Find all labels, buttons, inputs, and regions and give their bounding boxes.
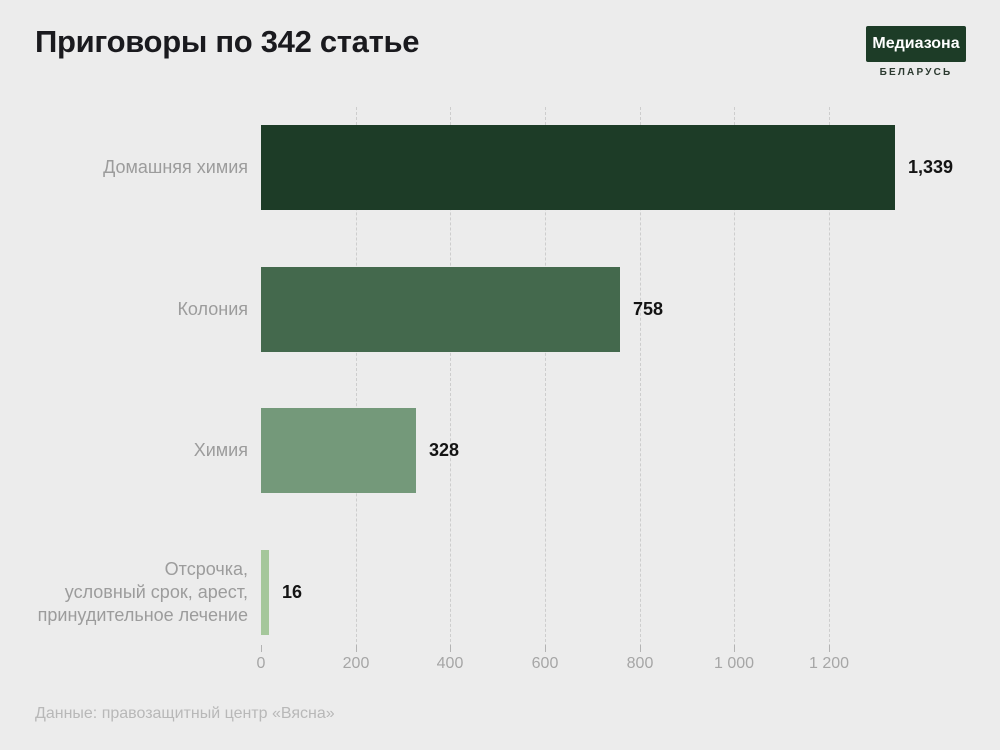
- data-source-note: Данные: правозащитный центр «Вясна»: [35, 705, 335, 722]
- x-tick-mark: [640, 645, 641, 652]
- value-label: 1,339: [908, 157, 954, 177]
- value-label: 16: [282, 582, 303, 602]
- gridline: [829, 107, 830, 652]
- bar-4: [261, 550, 269, 635]
- value-label: 328: [429, 440, 460, 460]
- x-tick-mark: [356, 645, 357, 652]
- bar-3: [261, 408, 416, 493]
- x-tick-label: 1 200: [808, 655, 850, 672]
- x-tick-mark: [829, 645, 830, 652]
- category-label: Химия: [193, 440, 248, 460]
- value-label: 758: [633, 299, 664, 319]
- x-tick-mark: [734, 645, 735, 652]
- x-tick-label: 200: [342, 655, 370, 672]
- gridline: [450, 107, 451, 652]
- bar-2: [261, 267, 620, 352]
- category-label: Отсрочка, условный срок, арест, принудител…: [37, 559, 248, 625]
- gridline: [734, 107, 735, 652]
- mediazona-logo: Медиазона: [866, 26, 966, 62]
- x-tick-mark: [450, 645, 451, 652]
- category-label: Колония: [177, 299, 248, 319]
- x-tick-mark: [261, 645, 262, 652]
- x-tick-label: 0: [256, 655, 266, 672]
- bar-1: [261, 125, 895, 210]
- mediazona-logo-subtext: БЕЛАРУСЬ: [879, 67, 953, 78]
- x-tick-label: 400: [436, 655, 464, 672]
- x-tick-label: 600: [531, 655, 559, 672]
- chart-title: Приговоры по 342 статье: [35, 24, 420, 59]
- x-tick-label: 1 000: [713, 655, 755, 672]
- gridline: [640, 107, 641, 652]
- x-tick-mark: [545, 645, 546, 652]
- gridline: [356, 107, 357, 652]
- gridline: [545, 107, 546, 652]
- category-label: Домашняя химия: [103, 157, 248, 177]
- x-tick-label: 800: [626, 655, 654, 672]
